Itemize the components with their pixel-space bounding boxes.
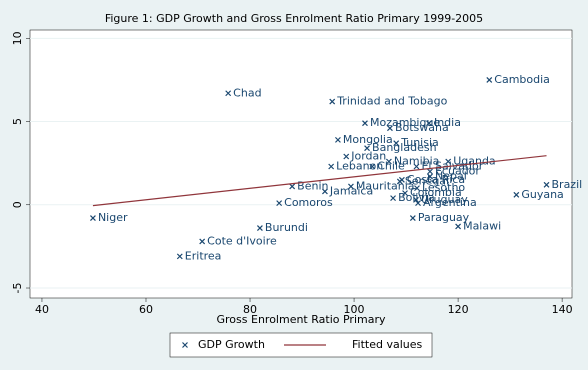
- point-label: Trinidad and Tobago: [336, 95, 447, 108]
- point: [387, 125, 393, 132]
- point: [329, 98, 336, 105]
- point-label: Brazil: [552, 178, 583, 191]
- point-label: Eritrea: [185, 249, 222, 262]
- point-label: Paraguay: [418, 211, 470, 224]
- point: [90, 215, 96, 222]
- point-label: Burundi: [265, 221, 308, 234]
- point-label: Botswana: [395, 121, 449, 134]
- x-tick-label: 40: [35, 303, 49, 316]
- legend-marker: [182, 342, 188, 348]
- point-label: Namibia: [394, 155, 440, 168]
- point: [486, 77, 493, 83]
- point: [427, 173, 433, 180]
- point: [413, 196, 419, 203]
- point: [276, 200, 283, 207]
- point: [414, 185, 420, 192]
- point-label: Mauritania: [356, 179, 415, 192]
- point-label: Niger: [98, 211, 128, 224]
- point: [362, 120, 368, 127]
- point: [176, 253, 183, 260]
- point-label: Colombia: [410, 186, 462, 199]
- point: [415, 200, 421, 207]
- point: [199, 238, 206, 245]
- point: [393, 140, 400, 147]
- point: [369, 163, 376, 170]
- point: [328, 163, 335, 170]
- point-label: Jordan: [350, 150, 386, 163]
- y-tick-label: -5: [11, 283, 24, 294]
- point: [348, 183, 354, 190]
- x-axis-title: Gross Enrolment Ratio Primary: [217, 313, 386, 326]
- point: [396, 178, 403, 185]
- plot-area: [29, 29, 573, 299]
- point: [256, 225, 263, 232]
- chart-title: Figure 1: GDP Growth and Gross Enrolment…: [105, 12, 483, 25]
- point-label: Mongolia: [343, 133, 393, 146]
- legend-label: GDP Growth: [198, 338, 265, 351]
- point-label: Cambodia: [494, 73, 550, 86]
- point: [513, 191, 520, 198]
- point: [426, 120, 432, 127]
- x-tick-label: 120: [448, 303, 469, 316]
- point-label: Bangladesh: [372, 141, 437, 154]
- point-label: Comoros: [284, 196, 333, 209]
- point-label: Chad: [233, 86, 261, 99]
- y-tick-label: 10: [11, 31, 24, 45]
- legend-label: Fitted values: [352, 338, 423, 351]
- point-label: Senegal: [405, 174, 449, 187]
- x-tick-label: 60: [139, 303, 153, 316]
- point-label: Guyana: [521, 188, 563, 201]
- point-label: Malawi: [463, 219, 501, 232]
- y-tick-label: 5: [11, 118, 24, 125]
- fitted-line: [92, 155, 547, 207]
- point: [385, 158, 392, 165]
- point: [409, 215, 416, 222]
- point: [445, 158, 452, 165]
- legend: [169, 332, 433, 358]
- point-label: Argentina: [423, 196, 477, 209]
- point: [322, 188, 328, 195]
- point: [225, 90, 232, 97]
- y-tick-label: 0: [11, 201, 24, 208]
- point-label: Lesotho: [422, 181, 465, 194]
- point-label: Costa Rica: [407, 173, 465, 186]
- point: [364, 145, 370, 152]
- point-label: Jamaica: [329, 184, 373, 197]
- point: [543, 181, 550, 188]
- point: [289, 183, 296, 190]
- point: [402, 190, 408, 197]
- point-label: Bolivia: [398, 191, 435, 204]
- point-label: Ecuador: [435, 164, 480, 177]
- point-label: Nepal: [435, 169, 467, 182]
- point: [343, 153, 350, 160]
- point-label: Lebanon: [336, 159, 383, 172]
- point: [390, 195, 396, 202]
- x-tick-label: 80: [243, 303, 257, 316]
- point: [427, 168, 433, 175]
- point-label: India: [434, 116, 461, 129]
- point: [335, 136, 341, 143]
- point-label: Cote d'Ivoire: [207, 234, 277, 247]
- x-tick-label: 140: [552, 303, 573, 316]
- point-label: Chile: [377, 159, 405, 172]
- point: [455, 223, 462, 230]
- point: [413, 163, 420, 170]
- x-tick-label: 100: [344, 303, 365, 316]
- point-label: Uruguay: [421, 193, 468, 206]
- point-label: Tunisia: [400, 136, 439, 149]
